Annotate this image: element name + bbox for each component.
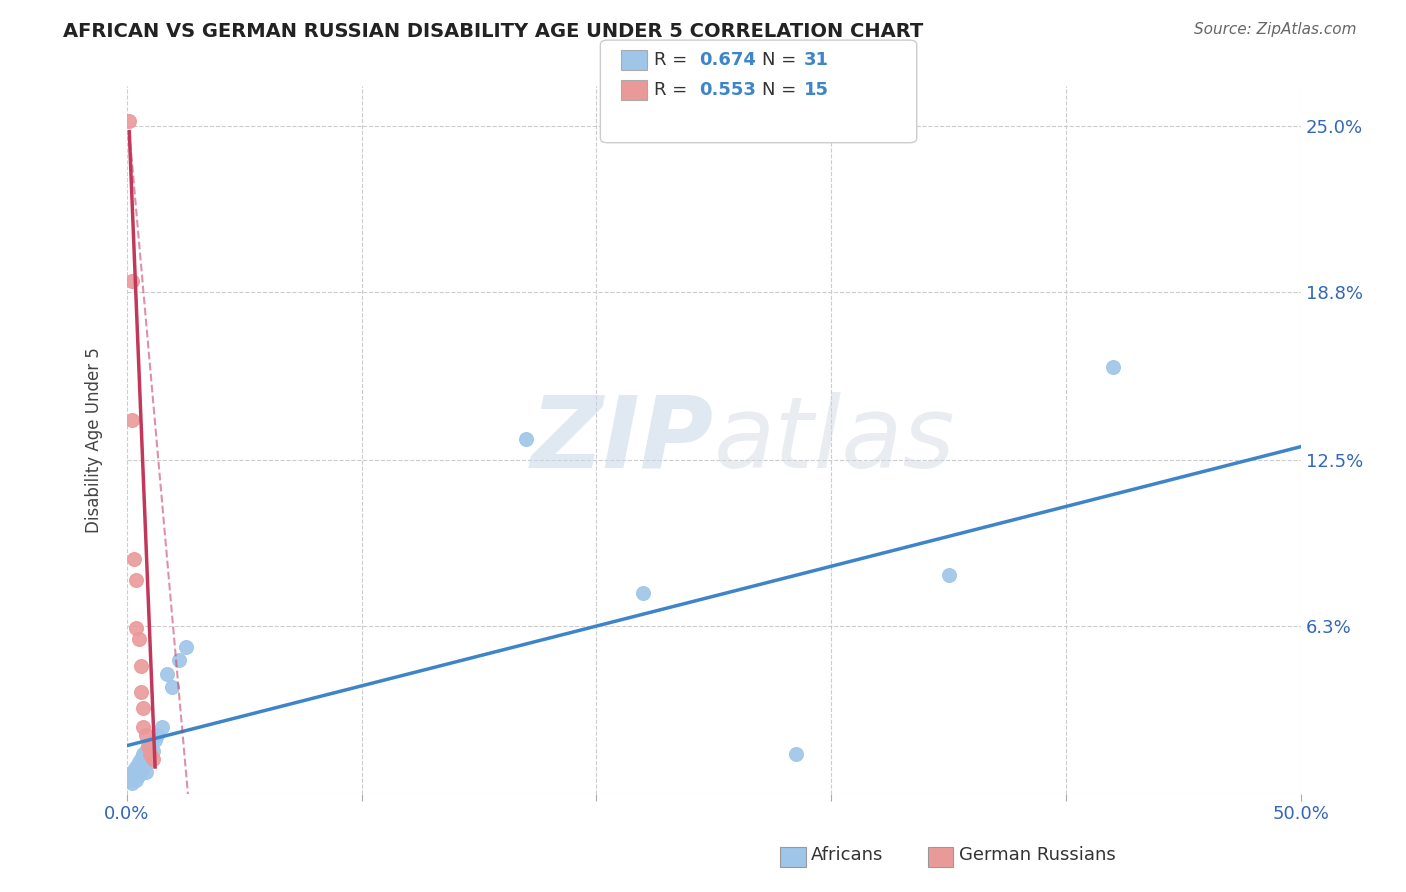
Point — [136, 739, 159, 753]
Point — [122, 771, 145, 785]
Text: 0.553: 0.553 — [699, 81, 755, 99]
Point — [129, 685, 152, 699]
Point — [167, 653, 190, 667]
Point — [121, 274, 143, 288]
Point — [128, 768, 150, 782]
Point — [132, 760, 155, 774]
Text: N =: N = — [762, 51, 801, 69]
Point — [143, 733, 166, 747]
Text: AFRICAN VS GERMAN RUSSIAN DISABILITY AGE UNDER 5 CORRELATION CHART: AFRICAN VS GERMAN RUSSIAN DISABILITY AGE… — [63, 22, 924, 41]
Text: German Russians: German Russians — [959, 847, 1115, 864]
Point — [122, 763, 145, 777]
Point — [122, 551, 145, 566]
Text: 15: 15 — [804, 81, 830, 99]
Point — [118, 114, 141, 128]
Point — [129, 765, 152, 780]
Text: R =: R = — [654, 81, 693, 99]
Point — [125, 773, 148, 788]
Point — [146, 728, 169, 742]
Point — [129, 658, 152, 673]
Point — [785, 747, 807, 761]
Point — [938, 567, 960, 582]
Point — [132, 747, 155, 761]
Point — [135, 765, 157, 780]
Point — [1102, 359, 1125, 374]
Point — [125, 760, 148, 774]
Text: N =: N = — [762, 81, 801, 99]
Point — [132, 720, 155, 734]
Y-axis label: Disability Age Under 5: Disability Age Under 5 — [86, 347, 103, 533]
Point — [142, 752, 165, 766]
Point — [160, 680, 183, 694]
Text: Source: ZipAtlas.com: Source: ZipAtlas.com — [1194, 22, 1357, 37]
Point — [142, 744, 165, 758]
Point — [139, 739, 162, 753]
Point — [633, 586, 655, 600]
Point — [139, 747, 162, 761]
Point — [135, 728, 157, 742]
Point — [515, 432, 537, 446]
Point — [139, 749, 162, 764]
Point — [129, 752, 152, 766]
Text: 31: 31 — [804, 51, 830, 69]
Text: Africans: Africans — [811, 847, 883, 864]
Point — [174, 640, 197, 654]
Point — [121, 413, 143, 427]
Text: R =: R = — [654, 51, 693, 69]
Point — [121, 768, 143, 782]
Text: ZIP: ZIP — [531, 392, 714, 489]
Point — [118, 773, 141, 788]
Point — [156, 666, 179, 681]
Point — [136, 755, 159, 769]
Point — [128, 632, 150, 646]
Text: atlas: atlas — [714, 392, 956, 489]
Point — [125, 573, 148, 587]
Point — [128, 755, 150, 769]
Point — [135, 744, 157, 758]
Point — [150, 720, 173, 734]
Point — [121, 776, 143, 790]
Point — [132, 701, 155, 715]
Text: 0.674: 0.674 — [699, 51, 755, 69]
Point — [125, 621, 148, 635]
